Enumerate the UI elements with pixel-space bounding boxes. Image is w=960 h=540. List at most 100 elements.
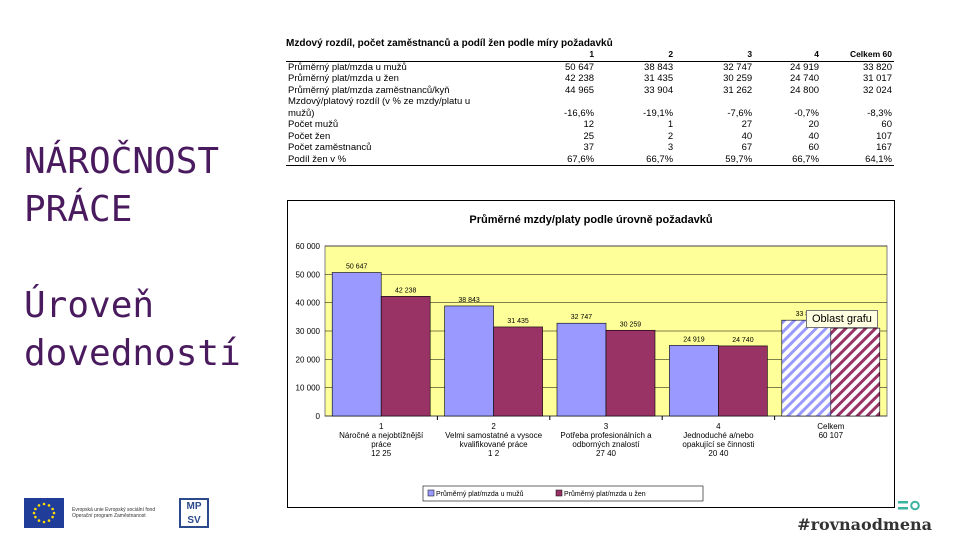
x-category-label: Velmi samostatné a vysoce	[445, 431, 542, 440]
table-cell	[596, 96, 675, 108]
table-cell: 167	[876, 142, 892, 153]
x-category-label: 60 107	[819, 431, 844, 440]
slide-title-line2: PRÁCE	[24, 189, 133, 230]
x-category-label: 20 40	[708, 449, 729, 458]
table-row: Průměrný plat/mzda zaměstnanců/kyň 44 965…	[286, 85, 894, 97]
table-cell: 31 017	[862, 73, 892, 84]
table-row: Počet žen 25 2 40 40 107	[286, 131, 894, 143]
x-category-label: Potřeba profesionálních a	[560, 431, 652, 440]
table-cell: 40	[741, 130, 753, 142]
table-cell: 60	[808, 142, 820, 153]
table-header-cell: 2	[596, 49, 676, 62]
equals-circle-icon	[898, 500, 920, 511]
data-label: 42 238	[395, 287, 417, 294]
x-category-label: odborných znalostí	[572, 440, 640, 449]
table-cell: -19,1%	[643, 107, 674, 119]
table-cell: 24 740	[789, 73, 820, 84]
legend-swatch	[555, 489, 563, 497]
eu-flag-icon	[24, 498, 64, 528]
table-cell: 64,1%	[821, 153, 894, 166]
x-category-label: kvalifikované práce	[460, 440, 529, 449]
hashtag: #rovnaodmena	[797, 515, 932, 534]
data-label: 32 747	[571, 314, 593, 321]
bar-women	[718, 345, 768, 417]
table-cell	[675, 96, 754, 108]
table-header-cell: Celkem 60	[821, 49, 894, 62]
table-cell: 67,6%	[517, 153, 597, 166]
table-cell: 33 820	[862, 61, 892, 73]
spreadsheet-table: Mzdový rozdíl, počet zaměstnanců a podíl…	[286, 38, 894, 166]
y-tick-label: 40 000	[296, 299, 321, 308]
eu-text: Evropská unie Evropský sociální fond Ope…	[72, 507, 156, 519]
table-cell: 20	[808, 119, 820, 130]
bar-men	[331, 272, 382, 417]
table-cell: 32 747	[723, 61, 753, 73]
table-row: Průměrný plat/mzda u žen 42 238 31 435 30 2…	[286, 73, 894, 85]
table-cell: Počet žen	[288, 130, 331, 142]
x-category-label: 2	[491, 422, 496, 431]
table-cell: 44 965	[565, 84, 595, 96]
table-cell	[754, 96, 821, 108]
table-cell: 24 919	[789, 61, 820, 73]
bar-men	[556, 322, 607, 417]
bar-men	[781, 319, 832, 417]
x-category-label: 3	[604, 422, 609, 431]
table-cell: 27	[741, 119, 753, 130]
table-cell: 107	[876, 130, 892, 142]
data-label: 24 919	[683, 336, 705, 343]
table-cell	[821, 96, 894, 108]
table-row: Mzdový/platový rozdíl (v % ze mzdy/platu…	[286, 96, 894, 108]
slide-title-line1: NÁROČNOST	[24, 141, 220, 182]
bar-chart[interactable]: Průměrné mzdy/platy podle úrovně požadav…	[288, 201, 894, 507]
x-category-label: práce	[371, 440, 392, 449]
slide-subtitle-line2: dovedností	[24, 333, 241, 374]
table-header-cell: 1	[517, 49, 597, 62]
table-cell: 25	[583, 130, 595, 142]
table-row: Počet mužů 12 1 27 20 60	[286, 119, 894, 131]
table-cell: 2	[667, 130, 674, 142]
y-tick-label: 10 000	[296, 384, 321, 393]
legend-label: Průměrný plat/mzda u mužů	[436, 490, 524, 498]
x-category-label: 1 2	[488, 449, 500, 458]
data-label: 38 843	[458, 297, 480, 304]
x-category-label: 27 40	[596, 449, 617, 458]
sheet-title: Mzdový rozdíl, počet zaměstnanců a podíl…	[286, 38, 613, 49]
table-cell: 66,7%	[596, 153, 676, 166]
mpsv-logo: MP SV	[179, 498, 209, 528]
table-cell: Podíl žen v %	[286, 153, 518, 166]
table-cell: 32 024	[862, 84, 892, 96]
bar-men	[669, 345, 719, 417]
chart-area[interactable]: Průměrné mzdy/platy podle úrovně požadav…	[287, 200, 895, 508]
table-cell: 67	[741, 142, 753, 153]
data-label: 31 435	[507, 318, 529, 325]
x-category-label: Celkem	[817, 422, 844, 431]
legend-box	[422, 485, 704, 502]
eu-logo: Evropská unie Evropský sociální fond Ope…	[24, 495, 162, 531]
table-cell: Průměrný plat/mzda zaměstnanců/kyň	[288, 84, 450, 96]
x-category-label: 1	[379, 422, 384, 431]
table-cell: 42 238	[565, 73, 595, 84]
data-label: 24 740	[732, 337, 754, 344]
data-table: 1 2 3 4 Celkem 60 Průměrný plat/mzda u mužů 50…	[286, 49, 894, 166]
data-label: 50 647	[346, 264, 368, 271]
table-cell: 31 262	[723, 84, 753, 96]
table-header-cell	[286, 49, 518, 62]
y-tick-label: 50 000	[296, 270, 321, 279]
x-category-label: Jednoduché a/nebo	[683, 431, 754, 440]
table-cell: 50 647	[565, 61, 595, 73]
table-row: Podíl žen v % 67,6% 66,7% 59,7% 66,7% 64,1%	[286, 153, 894, 166]
y-tick-label: 20 000	[296, 355, 321, 364]
table-cell: 40	[808, 130, 820, 142]
table-cell: Počet mužů	[288, 119, 339, 130]
table-cell: 33 904	[644, 84, 674, 96]
table-cell: Průměrný plat/mzda u žen	[288, 73, 399, 84]
legend-swatch	[427, 489, 435, 497]
table-cell: -16,6%	[563, 107, 595, 119]
table-cell: 31 435	[644, 73, 674, 84]
table-header-cell: 4	[754, 49, 822, 62]
data-label: 30 259	[620, 321, 642, 328]
table-cell: 37	[583, 142, 595, 153]
table-cell: Počet zaměstnanců	[288, 142, 372, 153]
table-cell: 1	[667, 119, 674, 130]
table-header-cell: 3	[675, 49, 755, 62]
